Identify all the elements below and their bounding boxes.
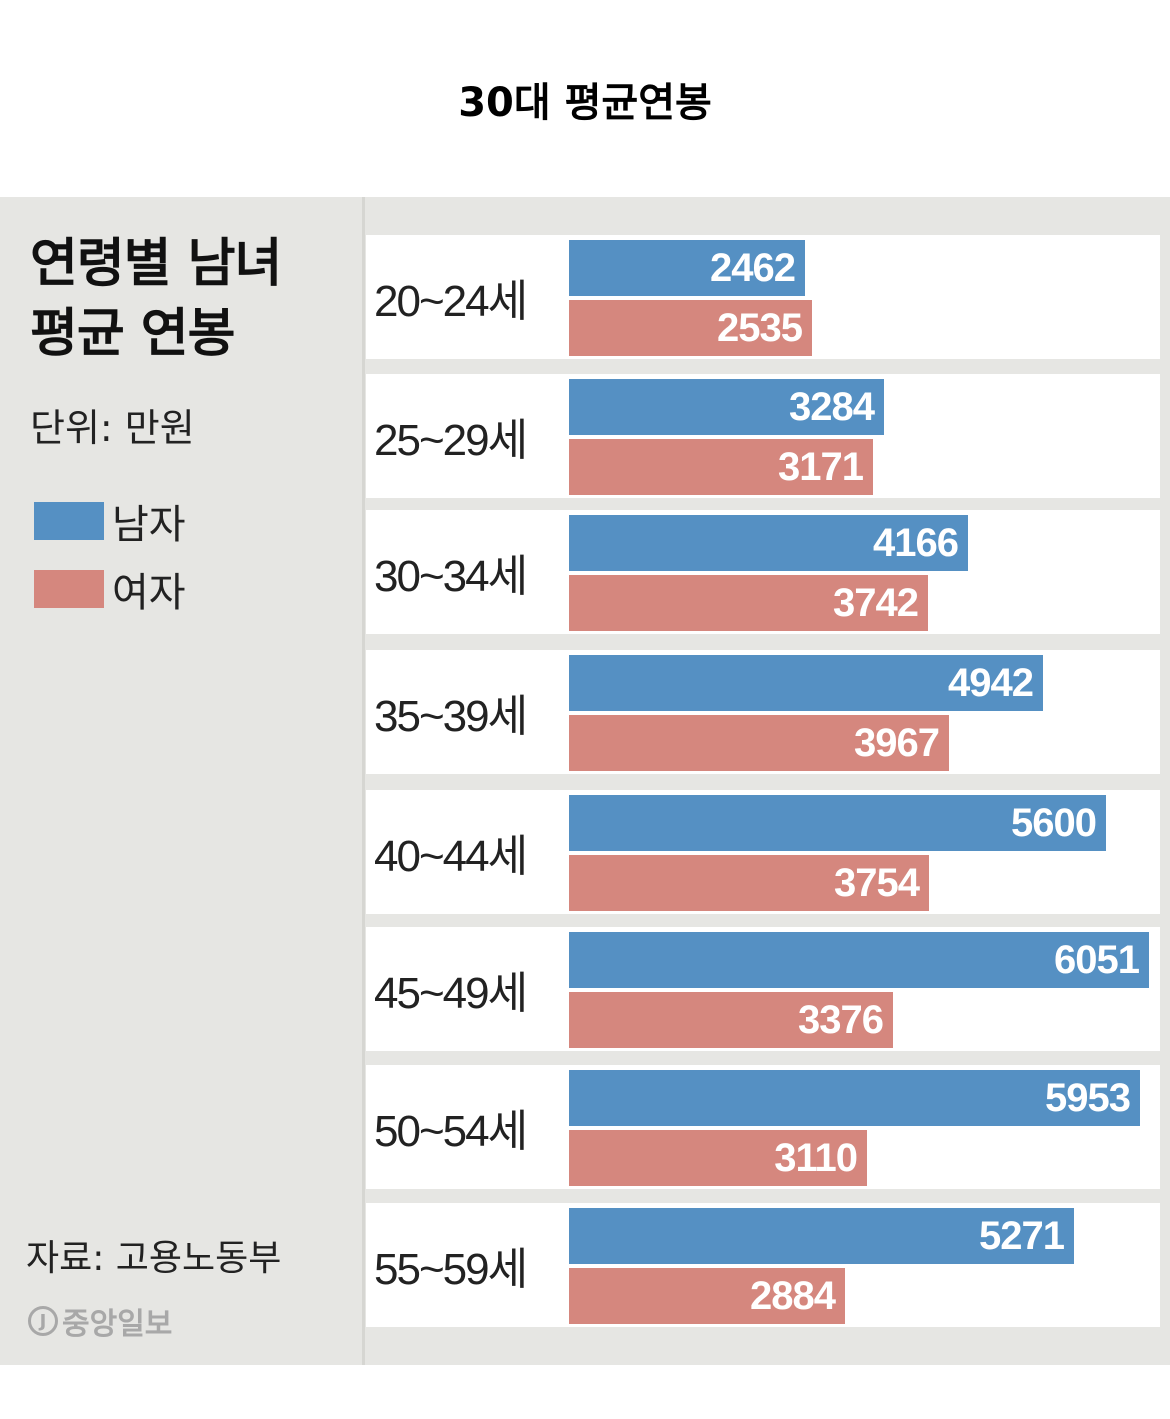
chart-heading-line2: 평균 연봉 (30, 304, 235, 364)
brand-logo: J 중앙일보 (28, 1299, 172, 1343)
unit-label: 단위: 만원 (30, 406, 195, 450)
chart-row: 55~59세 5271 2884 (366, 1203, 1160, 1327)
bar-male: 5600 (569, 795, 1106, 851)
page-title: 30대 평균연봉 (458, 80, 712, 126)
bar-female: 3742 (569, 575, 928, 631)
chart-row: 20~24세 2462 2535 (366, 235, 1160, 359)
chart-row: 25~29세 3284 3171 (366, 374, 1160, 498)
brand-mark-icon: J (28, 1306, 58, 1336)
bar-female: 3110 (569, 1130, 867, 1186)
bar-male: 4166 (569, 515, 968, 571)
bar-rows: 20~24세 2462 2535 25~29세 3284 3171 30~34세 4166 37… (366, 197, 1160, 1365)
bar-male: 2462 (569, 240, 805, 296)
age-group-label: 35~39세 (374, 692, 528, 741)
bar-female: 3376 (569, 992, 893, 1048)
bar-male: 6051 (569, 932, 1149, 988)
age-group-label: 40~44세 (374, 832, 528, 881)
chart-heading: 연령별 남녀 평균 연봉 (30, 229, 282, 369)
bar-male: 4942 (569, 655, 1043, 711)
legend-swatch-male (34, 502, 104, 540)
legend-label-male: 남자 (112, 502, 186, 548)
bar-male: 5953 (569, 1070, 1140, 1126)
legend-label-female: 여자 (112, 570, 186, 616)
age-group-label: 55~59세 (374, 1245, 528, 1294)
bar-female: 3967 (569, 715, 949, 771)
age-group-label: 50~54세 (374, 1107, 528, 1156)
legend-item-male: 남자 (34, 487, 186, 555)
bar-female: 2884 (569, 1268, 845, 1324)
chart-row: 50~54세 5953 3110 (366, 1065, 1160, 1189)
legend-swatch-female (34, 570, 104, 608)
age-group-label: 30~34세 (374, 552, 528, 601)
infographic-panel: 연령별 남녀 평균 연봉 단위: 만원 남자 여자 자료: 고용노동부 J 중앙… (0, 197, 1170, 1365)
chart-row: 40~44세 5600 3754 (366, 790, 1160, 914)
source-note: 자료: 고용노동부 (26, 1238, 282, 1279)
chart-row: 45~49세 6051 3376 (366, 927, 1160, 1051)
chart-row: 30~34세 4166 3742 (366, 510, 1160, 634)
age-group-label: 25~29세 (374, 416, 528, 465)
bar-male: 5271 (569, 1208, 1074, 1264)
info-column: 연령별 남녀 평균 연봉 단위: 만원 남자 여자 자료: 고용노동부 J 중앙… (0, 197, 365, 1365)
age-group-label: 45~49세 (374, 969, 528, 1018)
age-group-label: 20~24세 (374, 277, 528, 326)
legend: 남자 여자 (34, 487, 186, 623)
bar-female: 2535 (569, 300, 812, 356)
bar-female: 3171 (569, 439, 873, 495)
chart-row: 35~39세 4942 3967 (366, 650, 1160, 774)
legend-item-female: 여자 (34, 555, 186, 623)
bar-male: 3284 (569, 379, 884, 435)
brand-name: 중앙일보 (62, 1307, 173, 1342)
chart-heading-line1: 연령별 남녀 (30, 234, 282, 294)
bar-female: 3754 (569, 855, 929, 911)
